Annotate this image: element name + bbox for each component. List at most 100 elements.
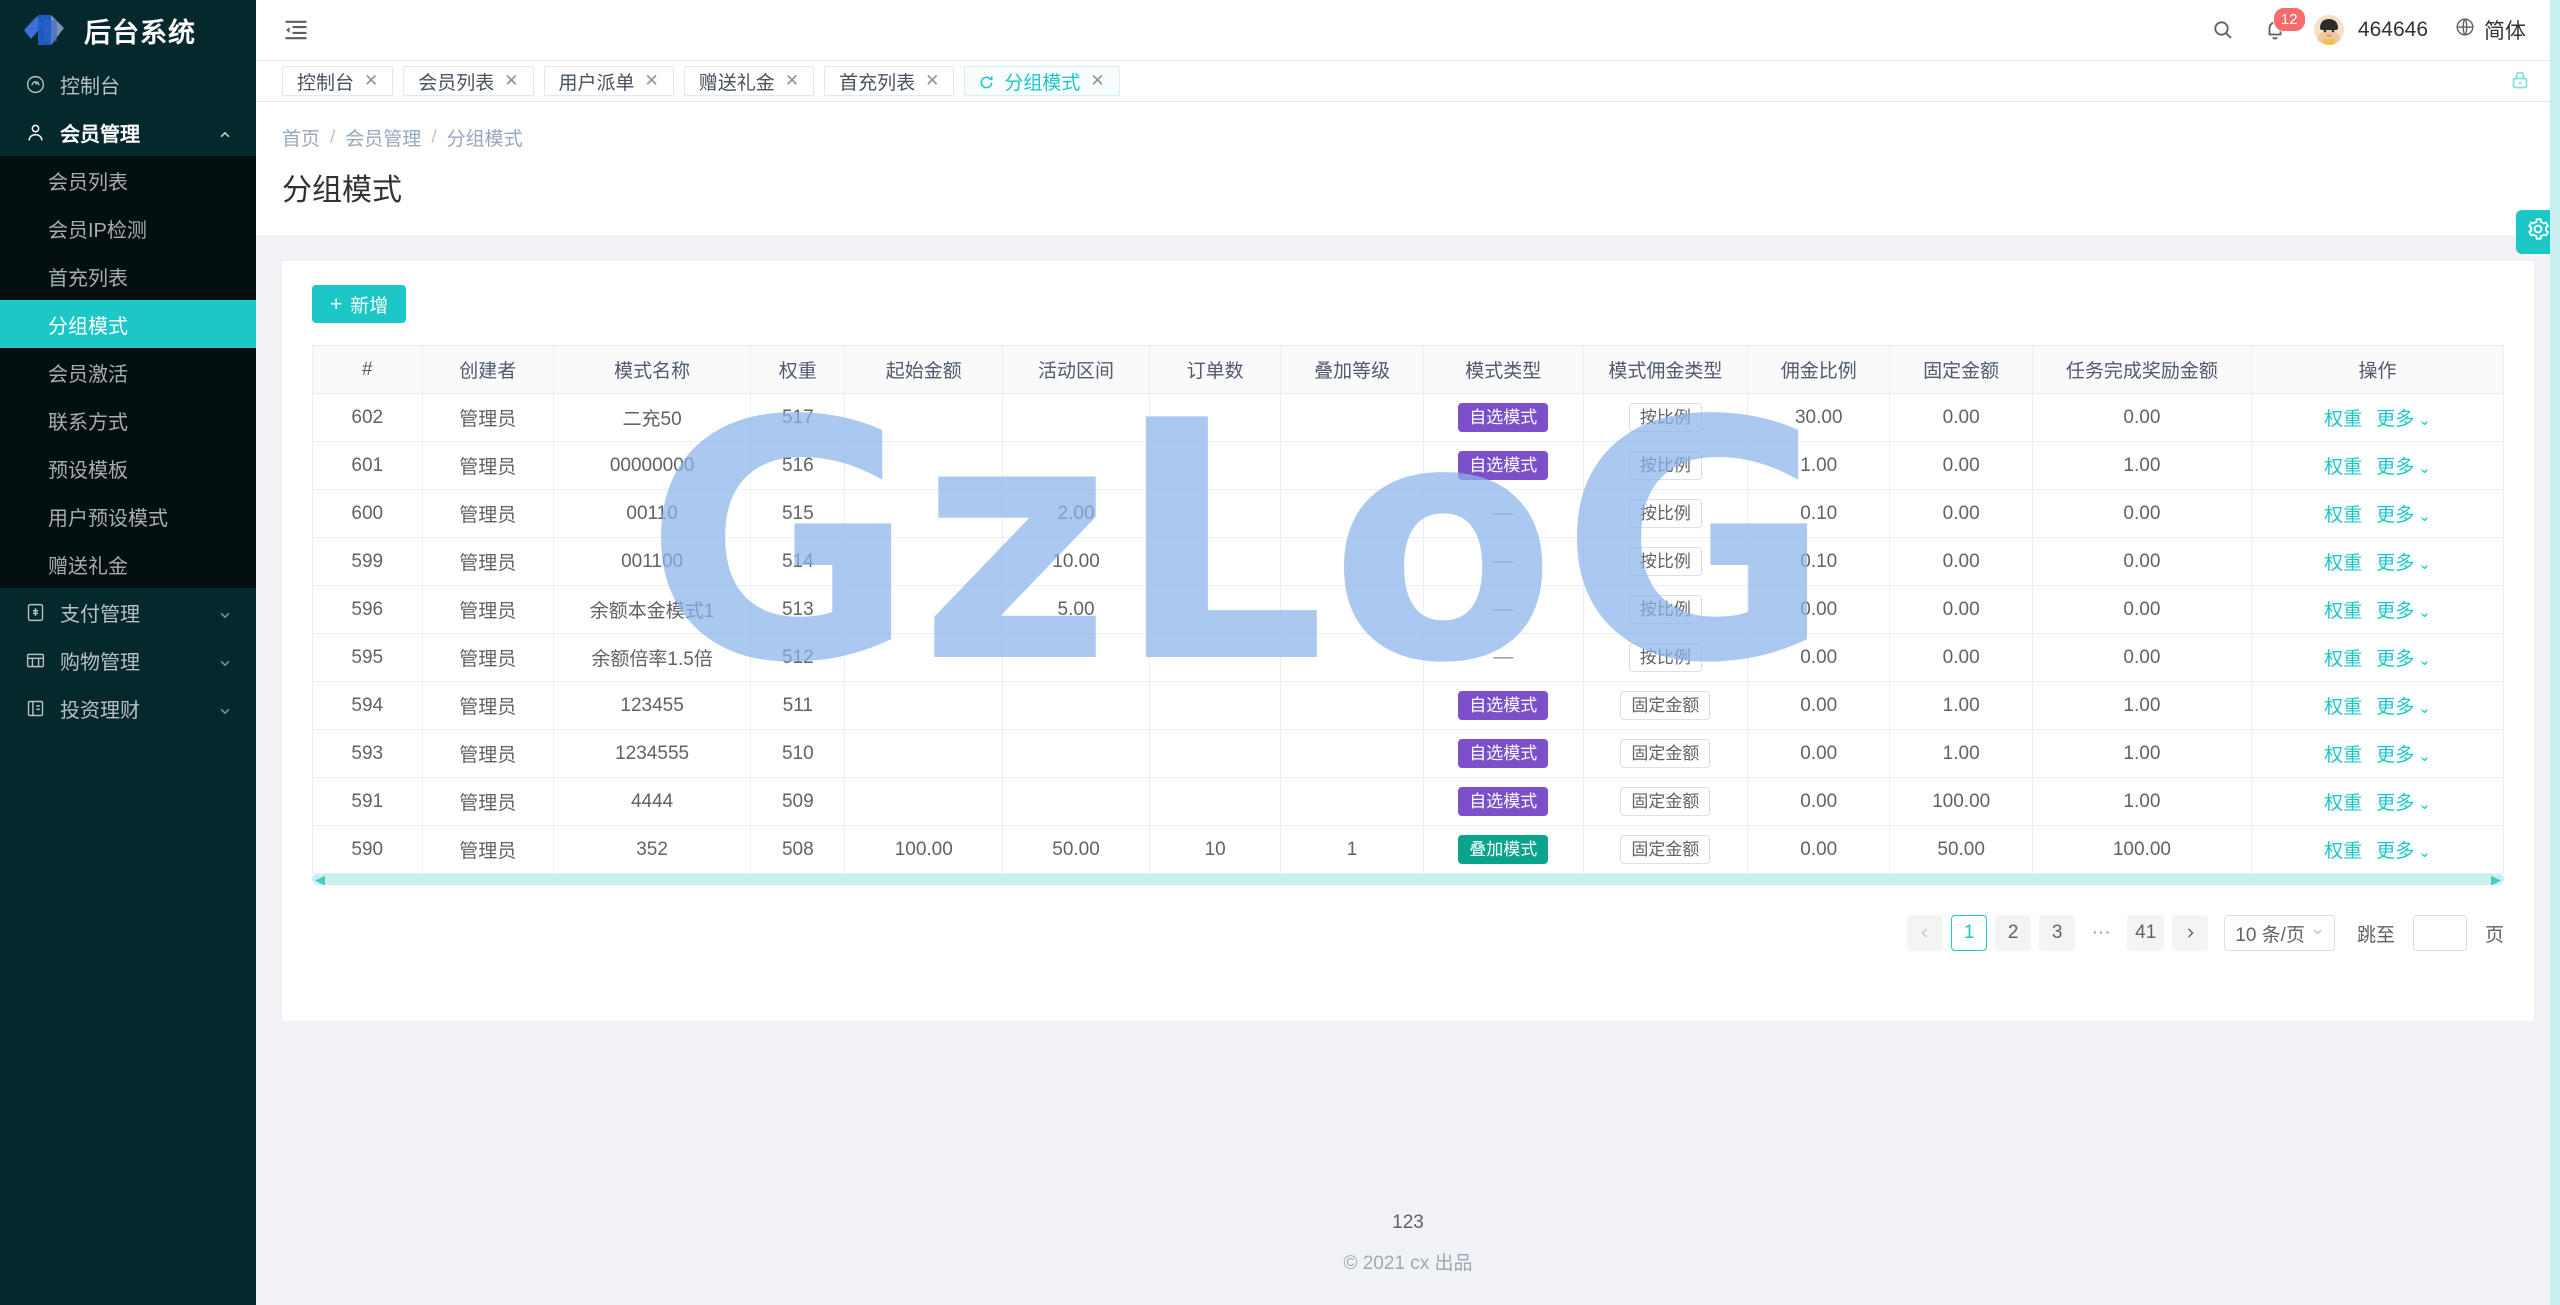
tab-label: 首充列表 [839, 72, 916, 94]
tab-gift-money[interactable]: 赠送礼金 ✕ [683, 66, 815, 96]
sidebar-item-member-activate[interactable]: 会员激活 [0, 348, 256, 396]
commission-type-badge: 按比例 [1628, 546, 1702, 577]
lock-icon[interactable] [2508, 68, 2534, 94]
pagination-page-1[interactable]: 1 [1951, 915, 1988, 951]
weight-action-link[interactable]: 权重 [2324, 649, 2363, 670]
page-header: 分组模式 [256, 151, 2560, 235]
cell-fixed-amount: 1.00 [1889, 729, 2033, 778]
add-button-label: 新增 [350, 295, 389, 317]
cell-id: 600 [312, 489, 423, 538]
bell-icon[interactable]: 12 [2262, 7, 2306, 43]
cell-commission-rate: 0.10 [1747, 537, 1891, 586]
cell-order-count: 10 [1149, 825, 1282, 874]
avatar-menu[interactable]: 464646 [2313, 15, 2428, 45]
weight-action-link[interactable]: 权重 [2324, 409, 2363, 430]
pagination-next[interactable] [2172, 915, 2209, 951]
search-icon[interactable] [2210, 17, 2236, 43]
submenu-label: 会员IP检测 [48, 219, 147, 242]
close-icon[interactable]: ✕ [644, 71, 659, 90]
tab-first-recharge-list[interactable]: 首充列表 ✕ [824, 66, 955, 96]
more-action-dropdown[interactable]: 更多 ⌄ [2376, 745, 2431, 766]
sidebar-item-dashboard[interactable]: 控制台 [0, 60, 256, 108]
close-icon[interactable]: ✕ [784, 71, 800, 90]
weight-action-link[interactable]: 权重 [2324, 841, 2363, 862]
tab-dashboard[interactable]: 控制台 ✕ [282, 66, 394, 96]
close-icon[interactable]: ✕ [925, 71, 940, 90]
table-horizontal-scrollbar[interactable]: ◀ ▶ [312, 871, 2504, 887]
sidebar-logo[interactable]: 后台系统 [0, 0, 256, 60]
more-action-dropdown[interactable]: 更多 ⌄ [2376, 457, 2431, 478]
weight-action-link[interactable]: 权重 [2324, 745, 2363, 766]
scroll-left-icon[interactable]: ◀ [315, 871, 325, 887]
more-action-dropdown[interactable]: 更多 ⌄ [2376, 841, 2431, 862]
more-action-dropdown[interactable]: 更多 ⌄ [2376, 409, 2431, 430]
sidebar-item-gift-money[interactable]: 赠送礼金 [0, 540, 256, 588]
col-commission-rate: 佣金比例 [1747, 345, 1891, 394]
commission-type-badge: 按比例 [1628, 450, 1702, 481]
chevron-down-icon [218, 605, 232, 619]
page-scrollbar[interactable] [2550, 0, 2560, 1305]
sidebar-item-member-ip-check[interactable]: 会员IP检测 [0, 204, 256, 252]
table-header-row: # 创建者 模式名称 权重 起始金额 活动区间 订单数 叠加等级 模式类型 [312, 345, 2505, 394]
weight-action-link[interactable]: 权重 [2324, 601, 2363, 622]
more-action-dropdown[interactable]: 更多 ⌄ [2376, 553, 2431, 574]
scroll-right-icon[interactable]: ▶ [2491, 871, 2501, 887]
more-action-dropdown[interactable]: 更多 ⌄ [2376, 649, 2431, 670]
page-size-select[interactable]: 10 条/页 [2224, 915, 2335, 951]
tab-member-list[interactable]: 会员列表 ✕ [403, 66, 534, 96]
commission-type-badge: 按比例 [1628, 642, 1702, 673]
cell-reward-amount: 100.00 [2032, 825, 2252, 874]
cell-mode-name: 123455 [553, 681, 752, 730]
more-action-dropdown[interactable]: 更多 ⌄ [2376, 505, 2431, 526]
weight-action-link[interactable]: 权重 [2324, 457, 2363, 478]
tab-user-dispatch[interactable]: 用户派单 ✕ [543, 66, 674, 96]
weight-action-link[interactable]: 权重 [2324, 793, 2363, 814]
tab-bar: 控制台 ✕ 会员列表 ✕ 用户派单 ✕ 赠送礼金 ✕ 首充列表 ✕ [256, 60, 2560, 102]
pagination-page-2[interactable]: 2 [1995, 915, 2032, 951]
cell-stack-level [1280, 585, 1424, 634]
tab-group-mode[interactable]: 分组模式 ✕ [964, 66, 1120, 96]
add-button[interactable]: + 新增 [312, 285, 407, 323]
sidebar-item-investment[interactable]: 投资理财 [0, 684, 256, 732]
cell-stack-level: 1 [1280, 825, 1424, 874]
menu-fold-icon[interactable] [282, 16, 310, 44]
footer-line-1: 123 [1392, 1212, 1424, 1233]
breadcrumb-item-member-management[interactable]: 会员管理 [345, 129, 422, 150]
sidebar-item-group-mode[interactable]: 分组模式 [0, 300, 256, 348]
table-row: 596 管理员 余额本金模式1 513 5.00— 按比例 0.00 0.00 0.00 权重 更多… [312, 585, 2505, 634]
pagination-last-page[interactable]: 41 [2127, 915, 2165, 951]
close-icon[interactable]: ✕ [364, 71, 379, 90]
weight-action-link[interactable]: 权重 [2324, 553, 2363, 574]
commission-type-badge: 按比例 [1628, 498, 1702, 529]
language-switcher[interactable]: 简体 [2454, 15, 2526, 45]
breadcrumb-separator: / [431, 126, 437, 148]
more-action-dropdown[interactable]: 更多 ⌄ [2376, 601, 2431, 622]
sidebar-item-member-list[interactable]: 会员列表 [0, 156, 256, 204]
pagination-page-3[interactable]: 3 [2039, 915, 2076, 951]
tab-label: 用户派单 [558, 72, 635, 94]
sidebar-item-preset-template[interactable]: 预设模板 [0, 444, 256, 492]
breadcrumb-item-home[interactable]: 首页 [282, 129, 321, 150]
cell-id: 594 [312, 681, 423, 730]
table-wrapper: # 创建者 模式名称 权重 起始金额 活动区间 订单数 叠加等级 模式类型 [312, 345, 2505, 887]
sidebar-item-payment-management[interactable]: 支付管理 [0, 588, 256, 636]
tab-bar-right [2508, 68, 2534, 94]
sidebar-item-first-recharge-list[interactable]: 首充列表 [0, 252, 256, 300]
weight-action-link[interactable]: 权重 [2324, 505, 2363, 526]
more-action-dropdown[interactable]: 更多 ⌄ [2376, 793, 2431, 814]
more-action-dropdown[interactable]: 更多 ⌄ [2376, 697, 2431, 718]
sidebar-item-shop-management[interactable]: 购物管理 [0, 636, 256, 684]
cell-mode-name: 余额本金模式1 [553, 585, 752, 634]
pagination-prev[interactable] [1907, 915, 1944, 951]
close-icon[interactable]: ✕ [1090, 71, 1105, 90]
chevron-down-icon: ⌄ [2418, 700, 2431, 717]
close-icon[interactable]: ✕ [504, 71, 519, 90]
cell-fixed-amount: 0.00 [1889, 537, 2033, 586]
cell-reward-amount: 1.00 [2032, 681, 2252, 730]
cell-operations: 权重 更多 ⌄ [2251, 681, 2505, 730]
sidebar-item-member-management[interactable]: 会员管理 [0, 108, 256, 156]
weight-action-link[interactable]: 权重 [2324, 697, 2363, 718]
sidebar-item-contact[interactable]: 联系方式 [0, 396, 256, 444]
jump-page-input[interactable] [2412, 915, 2467, 951]
sidebar-item-user-preset-mode[interactable]: 用户预设模式 [0, 492, 256, 540]
